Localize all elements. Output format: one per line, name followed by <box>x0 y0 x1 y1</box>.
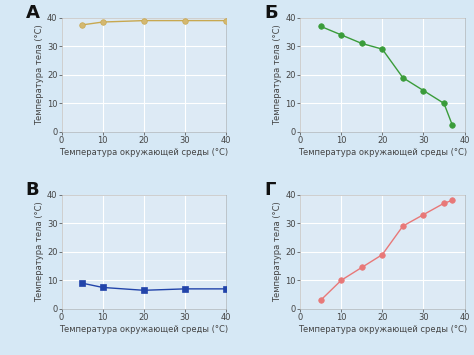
Y-axis label: Температура тела (°С): Температура тела (°С) <box>35 24 44 125</box>
Text: Б: Б <box>264 4 277 22</box>
X-axis label: Температура окружающей среды (°С): Температура окружающей среды (°С) <box>59 148 228 157</box>
Y-axis label: Температура тела (°С): Температура тела (°С) <box>35 201 44 302</box>
X-axis label: Температура окружающей среды (°С): Температура окружающей среды (°С) <box>59 325 228 334</box>
X-axis label: Температура окружающей среды (°С): Температура окружающей среды (°С) <box>298 148 467 157</box>
Text: В: В <box>26 181 39 199</box>
Y-axis label: Температура тела (°С): Температура тела (°С) <box>273 201 283 302</box>
X-axis label: Температура окружающей среды (°С): Температура окружающей среды (°С) <box>298 325 467 334</box>
Y-axis label: Температура тела (°С): Температура тела (°С) <box>273 24 283 125</box>
Text: А: А <box>26 4 39 22</box>
Text: Г: Г <box>264 181 275 199</box>
